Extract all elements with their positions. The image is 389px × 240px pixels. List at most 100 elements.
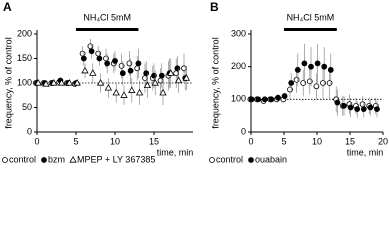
marker (118, 62, 125, 69)
marker (347, 104, 354, 111)
marker (174, 76, 183, 84)
treatment-label: NH₄Cl 5mM (287, 12, 335, 22)
x-tick-label: 0 (34, 136, 39, 146)
marker (255, 96, 262, 103)
marker (50, 78, 58, 86)
marker (112, 58, 118, 64)
marker (96, 78, 105, 86)
marker (57, 78, 66, 86)
legend-label: bzm (48, 154, 65, 164)
marker (306, 78, 313, 85)
marker (127, 67, 134, 74)
marker (167, 69, 175, 76)
y-axis-label: frequency, % of control (3, 37, 13, 128)
marker (88, 48, 95, 55)
marker (321, 63, 328, 70)
marker (300, 80, 307, 86)
marker (65, 78, 74, 86)
y-tick-label: 50 (22, 102, 32, 112)
x-tick-label: 5 (281, 136, 286, 146)
x-axis-label: time, min (157, 147, 194, 157)
marker (367, 104, 374, 111)
marker (104, 83, 113, 91)
marker (301, 60, 308, 67)
y-axis-label: frequency, % of control (210, 37, 220, 128)
marker (341, 102, 347, 109)
marker (135, 88, 144, 96)
marker (120, 91, 128, 98)
x-tick-label: 20 (378, 136, 388, 146)
marker (42, 79, 50, 87)
y-tick-label: 100 (17, 77, 32, 87)
x-tick-label: 10 (312, 136, 322, 146)
legend-marker (2, 157, 8, 163)
treatment-label: NH₄Cl 5mM (83, 12, 131, 22)
y-tick-label: 0 (27, 126, 32, 136)
marker (181, 65, 187, 72)
marker (359, 101, 366, 108)
y-tick-label: 100 (231, 94, 246, 104)
marker (143, 81, 152, 89)
x-tick-label: 10 (110, 136, 120, 146)
marker (87, 43, 94, 50)
legend-marker (69, 155, 77, 163)
treatment-bar (284, 28, 337, 31)
marker (281, 93, 288, 99)
marker (134, 65, 141, 72)
x-tick-label: 15 (345, 136, 355, 146)
legend-marker (248, 157, 254, 163)
x-tick-label: 15 (149, 136, 159, 146)
marker (34, 78, 42, 86)
x-tick-label: 5 (73, 136, 78, 146)
marker (151, 72, 157, 79)
marker (142, 75, 148, 81)
marker (293, 76, 300, 83)
marker (174, 65, 181, 72)
y-tick-label: 150 (17, 53, 32, 63)
marker (79, 50, 86, 57)
marker (261, 96, 268, 103)
marker (288, 80, 295, 86)
marker (173, 70, 180, 77)
marker (268, 96, 275, 103)
marker (80, 55, 87, 62)
legend-label: MPEP + LY 367385 (77, 154, 155, 164)
marker (158, 72, 165, 79)
x-tick-label: 0 (248, 136, 253, 146)
marker (112, 88, 120, 96)
marker (327, 67, 334, 73)
marker (313, 83, 320, 90)
legend-label: control (216, 154, 243, 164)
marker (151, 78, 159, 86)
marker (275, 94, 281, 101)
x-axis-label: time, min (347, 147, 384, 157)
marker (360, 106, 367, 113)
marker (248, 96, 255, 103)
marker (103, 55, 109, 62)
marker (294, 67, 301, 73)
panel-label: A (3, 0, 12, 14)
legend-marker (41, 157, 47, 163)
marker (126, 60, 133, 67)
marker (104, 60, 111, 67)
legend-marker (209, 157, 215, 163)
marker (314, 60, 321, 67)
marker (159, 88, 167, 96)
marker (89, 69, 97, 76)
marker (128, 86, 136, 93)
y-tick-label: 300 (231, 28, 246, 38)
legend-label: control (9, 154, 36, 164)
marker (96, 55, 103, 62)
marker (182, 74, 191, 81)
y-tick-label: 200 (231, 61, 246, 71)
marker (354, 106, 361, 113)
marker (308, 63, 314, 70)
y-tick-label: 200 (17, 28, 32, 38)
marker (157, 77, 164, 84)
marker (143, 70, 150, 77)
marker (326, 80, 333, 86)
marker (119, 70, 126, 77)
treatment-bar (76, 28, 139, 31)
y-tick-label: 0 (241, 126, 246, 136)
